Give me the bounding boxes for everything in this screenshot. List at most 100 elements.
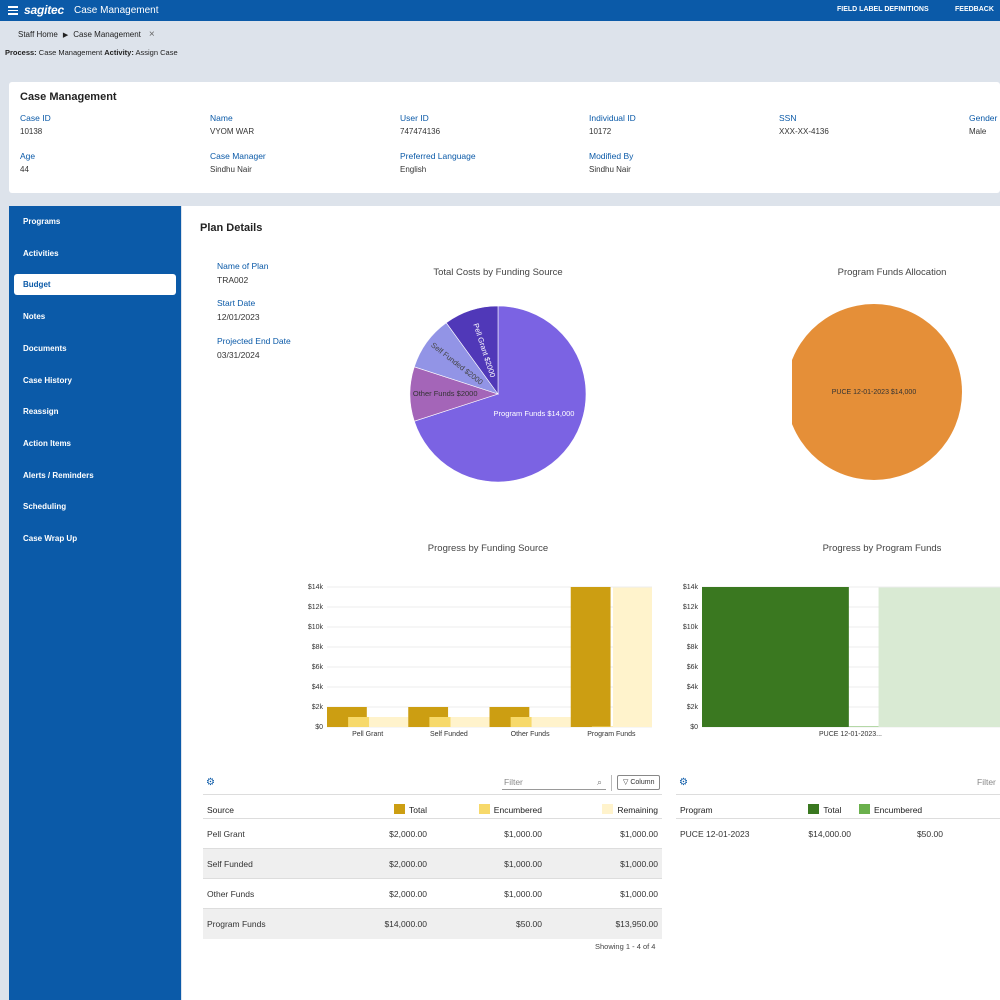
pie-slice[interactable] (413, 305, 587, 483)
individual-id-value: 10172 (589, 127, 612, 136)
bar-remaining[interactable] (450, 717, 490, 727)
header-program[interactable]: Program (676, 794, 805, 819)
process-label: Process: (5, 48, 37, 57)
case-manager-label: Case Manager (210, 151, 266, 161)
modified-by-label: Modified By (589, 151, 634, 161)
cell-source: Pell Grant (203, 818, 333, 849)
name-of-plan-value: TRA002 (217, 275, 249, 285)
menu-icon[interactable] (8, 6, 18, 15)
cell-source: Self Funded (203, 848, 333, 879)
source-filter-input[interactable]: Filter ⌕ (502, 776, 606, 790)
sidebar-item-budget[interactable]: Budget (14, 274, 176, 295)
table-row[interactable]: PUCE 12-01-2023 $14,000.00 $50.00 (676, 818, 1000, 849)
sidebar-item-activities[interactable]: Activities (23, 249, 59, 258)
projected-end-date-label: Projected End Date (217, 336, 291, 346)
progress-by-funding-source-chart: $0 $2k $4k $6k $8k $10k $12k $14k Pell Grant Self… (308, 584, 652, 738)
bar-remaining[interactable] (369, 717, 409, 727)
y-tick-label: $6k (687, 664, 699, 671)
bar-encumbered[interactable] (348, 717, 370, 727)
user-id-field: User ID 747474136 (400, 113, 440, 136)
progress-by-funding-source-title: Progress by Funding Source (427, 543, 549, 554)
table-row[interactable]: Self Funded $2,000.00 $1,000.00 $1,000.0… (203, 848, 662, 879)
header-encumbered[interactable]: Encumbered (854, 794, 1000, 819)
projected-end-date-value: 03/31/2024 (217, 350, 260, 360)
start-date-value: 12/01/2023 (217, 312, 260, 322)
start-date-label: Start Date (217, 298, 256, 308)
app-title: Case Management (74, 5, 159, 16)
bar-encumbered[interactable] (510, 717, 532, 727)
y-tick-label: $10k (308, 624, 324, 631)
cell-program: PUCE 12-01-2023 (676, 818, 805, 849)
bar-remaining[interactable] (878, 587, 1000, 728)
cell-encumbered: $1,000.00 (431, 818, 546, 849)
program-filter-input[interactable]: Filter (975, 776, 1000, 790)
breadcrumb-home[interactable]: Staff Home (18, 30, 58, 39)
pie-slice[interactable] (445, 305, 499, 395)
source-filter-placeholder: Filter (504, 777, 523, 787)
cell-total: $14,000.00 (804, 818, 855, 849)
breadcrumb-current[interactable]: Case Management (73, 30, 141, 39)
bar-remaining[interactable] (613, 587, 652, 728)
case-manager-value: Sindhu Nair (210, 165, 252, 174)
cell-encumbered: $1,000.00 (431, 878, 546, 909)
cell-remaining: $1,000.00 (546, 818, 662, 849)
sidebar-item-case-wrap-up[interactable]: Case Wrap Up (23, 534, 78, 543)
modified-by-field: Modified By Sindhu Nair (589, 151, 633, 174)
header-total[interactable]: Total (333, 794, 431, 819)
bar-total[interactable] (570, 587, 611, 727)
total-costs-chart-title: Total Costs by Funding Source (433, 267, 563, 278)
bar-encumbered[interactable] (429, 717, 451, 727)
sidebar-item-scheduling[interactable]: Scheduling (23, 502, 67, 511)
header-encumbered[interactable]: Encumbered (431, 794, 546, 819)
program-funds-grid: Program Total Encumbered PUCE 12-01-2023… (676, 794, 1000, 849)
table-row[interactable]: Pell Grant $2,000.00 $1,000.00 $1,000.00 (203, 818, 662, 849)
funding-source-grid: Source Total Encumbered Remaining Pell G… (203, 794, 662, 939)
bar-total[interactable] (702, 587, 849, 727)
activity-value: Assign Case (135, 48, 178, 57)
case-manager-field: Case Manager Sindhu Nair (210, 151, 266, 174)
grid-settings-gear-icon[interactable]: ⚙ (206, 777, 215, 788)
sidebar-item-action-items[interactable]: Action Items (23, 439, 72, 448)
sidebar-item-documents[interactable]: Documents (23, 344, 67, 353)
column-button-label: Column (630, 779, 655, 786)
header-source[interactable]: Source (203, 794, 333, 819)
y-tick-label: $4k (312, 684, 324, 691)
sidebar-item-case-history[interactable]: Case History (23, 376, 72, 385)
sidebar: Programs Activities Budget Notes Documen… (9, 206, 181, 1000)
breadcrumb-arrow-icon: ▶ (62, 31, 69, 39)
sidebar-item-notes[interactable]: Notes (23, 312, 46, 321)
remaining-swatch (602, 804, 614, 814)
search-icon[interactable]: ⌕ (596, 777, 602, 787)
name-of-plan-label: Name of Plan (217, 261, 269, 271)
user-id-label: User ID (400, 113, 429, 123)
pie-slice[interactable] (792, 304, 962, 480)
header-remaining[interactable]: Remaining (546, 794, 662, 819)
y-tick-label: $8k (312, 644, 324, 651)
name-value: VYOM WAR (210, 127, 255, 136)
cell-total: $14,000.00 (333, 908, 431, 939)
header-total[interactable]: Total (804, 794, 855, 819)
name-of-plan-field: Name of Plan TRA002 (217, 261, 269, 285)
top-bar: sagitec Case Management FIELD LABEL DEFI… (0, 0, 1000, 21)
table-row[interactable]: Program Funds $14,000.00 $50.00 $13,950.… (203, 908, 662, 939)
bar-encumbered[interactable] (591, 726, 613, 728)
age-label: Age (20, 151, 36, 161)
program-funds-allocation-title: Program Funds Allocation (837, 267, 947, 278)
sidebar-item-alerts-reminders[interactable]: Alerts / Reminders (23, 471, 94, 480)
x-tick-label: Program Funds (587, 731, 636, 738)
bar-encumbered[interactable] (848, 726, 879, 728)
close-tab-icon[interactable]: × (148, 29, 155, 40)
projected-end-date-field: Projected End Date 03/31/2024 (217, 336, 291, 360)
total-swatch (394, 804, 406, 814)
table-row[interactable]: Other Funds $2,000.00 $1,000.00 $1,000.0… (203, 878, 662, 909)
feedback-link[interactable]: FEEDBACK (955, 6, 994, 13)
field-label-definitions-link[interactable]: FIELD LABEL DEFINITIONS (837, 6, 929, 13)
sidebar-item-programs[interactable]: Programs (23, 217, 61, 226)
pie-slice-label: Program Funds $14,000 (494, 409, 575, 418)
program-grid-settings-gear-icon[interactable]: ⚙ (679, 777, 688, 788)
program-filter-placeholder: Filter (977, 777, 996, 787)
bar-remaining[interactable] (531, 717, 571, 727)
column-chooser-button[interactable]: ▽ Column (617, 775, 661, 790)
sidebar-item-reassign[interactable]: Reassign (23, 407, 59, 416)
cell-encumbered: $50.00 (854, 818, 1000, 849)
